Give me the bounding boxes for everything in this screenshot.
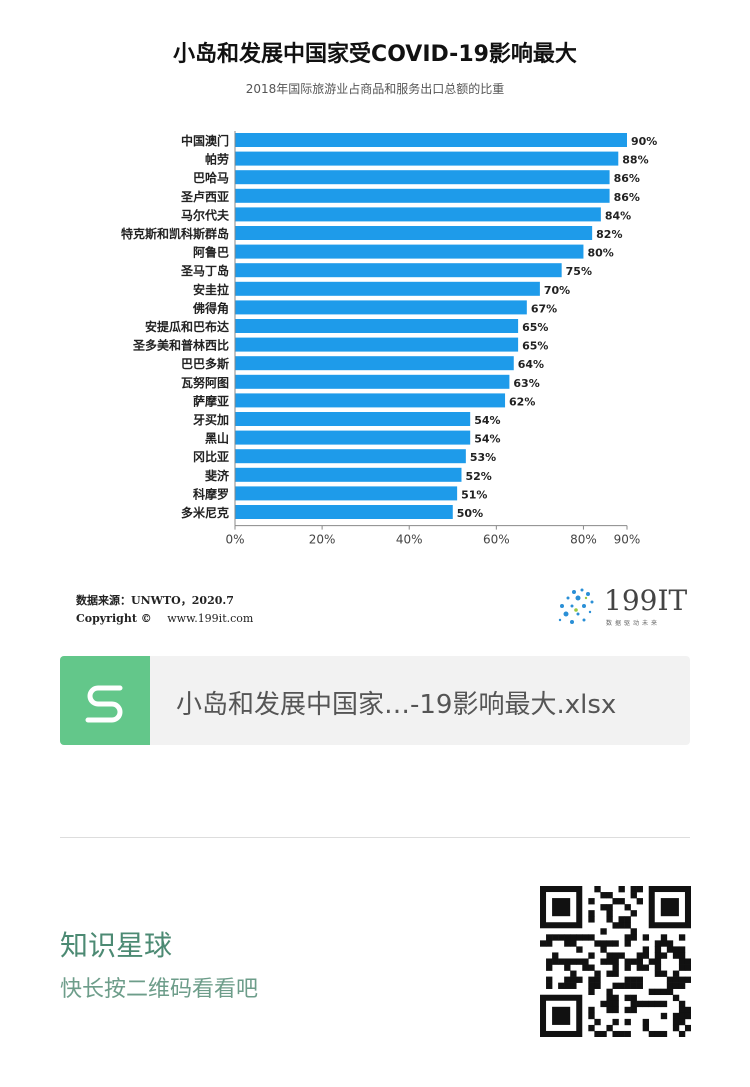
bar [235,486,458,501]
logo-slogan: 数据驱动未来 [606,620,661,627]
value-label: 75% [566,265,592,278]
bar-chart: 中国澳门 90% 帕劳 88% 巴哈马 86% 圣卢西亚 86% 马尔代夫 84% 特克斯和凯科斯群… [121,131,657,547]
x-tick-label: 60% [483,533,510,547]
bar [235,356,514,371]
category-label: 牙买加 [193,412,229,427]
bar [235,374,510,389]
bar [235,226,593,240]
category-label: 冈比亚 [193,449,229,464]
value-label: 67% [531,302,557,315]
bar [235,300,527,315]
category-label: 安圭拉 [193,282,229,297]
category-label: 马尔代夫 [181,207,230,222]
value-label: 70% [544,284,570,297]
value-label: 54% [474,414,500,427]
bar [235,188,610,203]
file-attachment-card[interactable]: 小岛和发展中国家…-19影响最大.xlsx [60,656,690,745]
value-label: 84% [605,209,631,222]
category-label: 萨摩亚 [193,393,229,408]
website-link[interactable]: www.199it.com [167,612,254,625]
category-label: 多米尼克 [181,505,229,520]
value-label: 52% [465,470,491,483]
value-label: 53% [470,451,496,464]
copyright-line: Copyright © www.199it.com [76,612,253,625]
category-label: 安提瓜和巴布达 [145,319,229,334]
category-label: 瓦努阿图 [181,375,229,390]
value-label: 86% [614,191,640,204]
value-label: 80% [587,247,613,260]
category-label: 圣马丁岛 [180,263,229,278]
value-label: 54% [474,433,500,446]
category-label: 佛得角 [192,300,229,315]
bar [235,337,519,352]
logo-text: 199IT [604,584,688,617]
bar [235,393,506,408]
category-label: 斐济 [205,468,230,483]
value-label: 64% [518,358,544,371]
chart-subtitle: 2018年国际旅游业占商品和服务出口总额的比重 [245,82,505,96]
value-label: 86% [614,172,640,185]
bar [235,151,619,166]
x-tick-label: 0% [225,533,244,547]
bar [235,412,471,426]
bar [235,505,453,519]
value-label: 90% [631,135,657,148]
bar [235,430,471,445]
bar [235,319,519,333]
bar [235,170,610,185]
divider [60,837,690,838]
category-label: 科摩罗 [193,486,229,501]
category-label: 巴哈马 [193,170,229,185]
copyright-label: Copyright © [76,612,152,625]
x-tick-label: 40% [396,533,423,547]
x-tick-label: 80% [570,533,597,547]
category-label: 阿鲁巴 [193,245,229,260]
category-label: 巴巴多斯 [181,356,229,371]
category-label: 黑山 [205,431,229,446]
value-label: 82% [596,228,622,241]
category-label: 中国澳门 [181,133,229,148]
bar [235,133,627,147]
value-label: 62% [509,395,535,408]
chart-title: 小岛和发展中国家受COVID-19影响最大 [173,42,577,67]
category-label: 特克斯和凯科斯群岛 [121,226,229,241]
data-source: 数据来源：UNWTO，2020.7 [76,594,234,607]
bar [235,263,562,278]
category-label: 圣多美和普林西比 [132,338,229,353]
spreadsheet-s-icon [60,656,150,745]
promo-title: 知识星球 [60,929,173,962]
value-label: 63% [513,377,539,390]
bar [235,244,584,259]
x-tick-label: 20% [309,533,336,547]
value-label: 88% [622,154,648,167]
category-label: 帕劳 [205,152,229,167]
bar [235,207,601,222]
logo-icon [558,588,594,624]
qr-code-icon[interactable] [540,886,691,1037]
promo-subtitle: 快长按二维码看看吧 [60,977,259,1002]
file-name: 小岛和发展中国家…-19影响最大.xlsx [176,690,617,720]
x-tick-label: 90% [614,533,641,547]
bar [235,467,462,482]
value-label: 50% [457,507,483,520]
value-label: 65% [522,321,548,334]
value-label: 65% [522,340,548,353]
value-label: 51% [461,488,487,501]
bar [235,281,540,296]
category-label: 圣卢西亚 [180,189,229,204]
bar [235,449,466,464]
